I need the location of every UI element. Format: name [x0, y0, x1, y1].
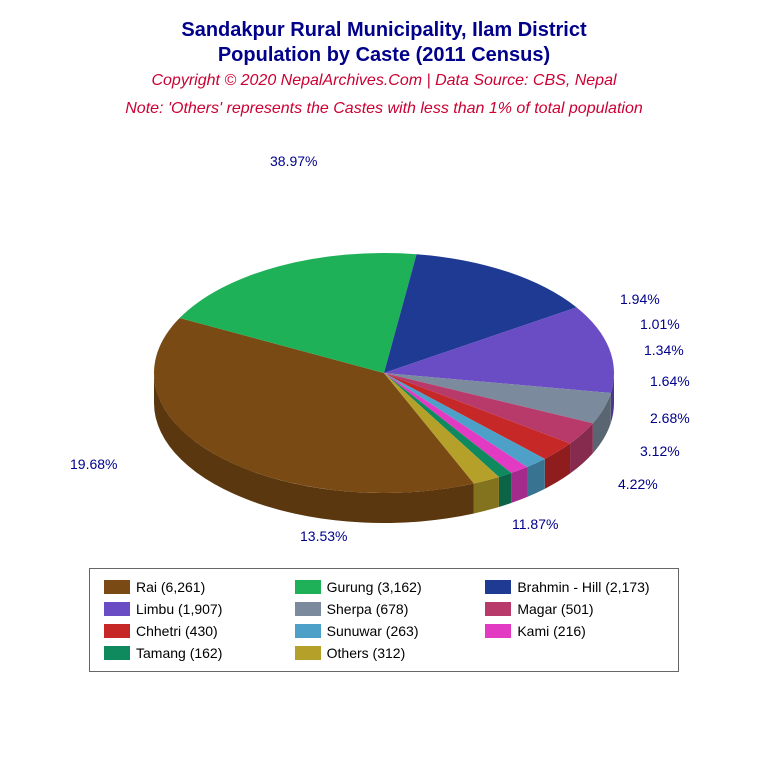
legend-item: Rai (6,261)	[104, 579, 283, 595]
legend-item: Limbu (1,907)	[104, 601, 283, 617]
legend-swatch	[295, 580, 321, 594]
title-line-2: Population by Caste (2011 Census)	[218, 44, 550, 66]
legend-label: Sunuwar (263)	[327, 623, 419, 639]
legend-item: Kami (216)	[485, 623, 664, 639]
header-block: Sandakpur Rural Municipality, Ilam Distr…	[0, 0, 768, 118]
legend-box: Rai (6,261) Gurung (3,162) Brahmin - Hill …	[89, 568, 679, 672]
legend-swatch	[104, 580, 130, 594]
legend-swatch	[104, 646, 130, 660]
legend-swatch	[295, 624, 321, 638]
pie-slice-label: 2.68%	[650, 410, 690, 426]
legend-label: Rai (6,261)	[136, 579, 205, 595]
legend-swatch	[485, 602, 511, 616]
legend-item: Magar (501)	[485, 601, 664, 617]
title-line-1: Sandakpur Rural Municipality, Ilam Distr…	[181, 19, 586, 41]
pie-slice-label: 1.01%	[640, 316, 680, 332]
legend-label: Kami (216)	[517, 623, 585, 639]
legend-swatch	[104, 602, 130, 616]
pie-slice-label: 3.12%	[640, 443, 680, 459]
legend-item: Brahmin - Hill (2,173)	[485, 579, 664, 595]
legend-swatch	[295, 646, 321, 660]
legend-item: Tamang (162)	[104, 645, 283, 661]
legend-item: Others (312)	[295, 645, 474, 661]
legend-label: Limbu (1,907)	[136, 601, 222, 617]
pie-slice-label: 19.68%	[70, 456, 117, 472]
legend-item: Chhetri (430)	[104, 623, 283, 639]
pie-slice-label: 1.34%	[644, 342, 684, 358]
pie-chart-area: 38.97% 19.68% 13.53% 11.87% 4.22% 3.12% 2.68% 1…	[0, 118, 768, 558]
legend-label: Chhetri (430)	[136, 623, 218, 639]
legend-swatch	[485, 580, 511, 594]
legend-swatch	[104, 624, 130, 638]
pie-slice-label: 1.64%	[650, 373, 690, 389]
legend-item: Gurung (3,162)	[295, 579, 474, 595]
legend-label: Sherpa (678)	[327, 601, 409, 617]
legend-label: Gurung (3,162)	[327, 579, 422, 595]
pie-slice-label: 38.97%	[270, 153, 317, 169]
pie-slice-label: 13.53%	[300, 528, 347, 544]
chart-title: Sandakpur Rural Municipality, Ilam Distr…	[0, 18, 768, 68]
pie-slice-side	[499, 473, 511, 507]
note-line: Note: 'Others' represents the Castes wit…	[0, 100, 768, 118]
legend-label: Magar (501)	[517, 601, 593, 617]
legend-label: Tamang (162)	[136, 645, 222, 661]
pie-slice-side	[511, 467, 527, 503]
copyright-line: Copyright © 2020 NepalArchives.Com | Dat…	[0, 72, 768, 90]
pie-slice-label: 11.87%	[512, 516, 558, 532]
pie-slice-label: 4.22%	[618, 476, 658, 492]
pie-chart-svg	[0, 118, 768, 558]
legend-swatch	[295, 602, 321, 616]
pie-slice-label: 1.94%	[620, 291, 660, 307]
legend-swatch	[485, 624, 511, 638]
legend-label: Brahmin - Hill (2,173)	[517, 579, 649, 595]
legend-label: Others (312)	[327, 645, 406, 661]
legend-item: Sherpa (678)	[295, 601, 474, 617]
legend-item: Sunuwar (263)	[295, 623, 474, 639]
